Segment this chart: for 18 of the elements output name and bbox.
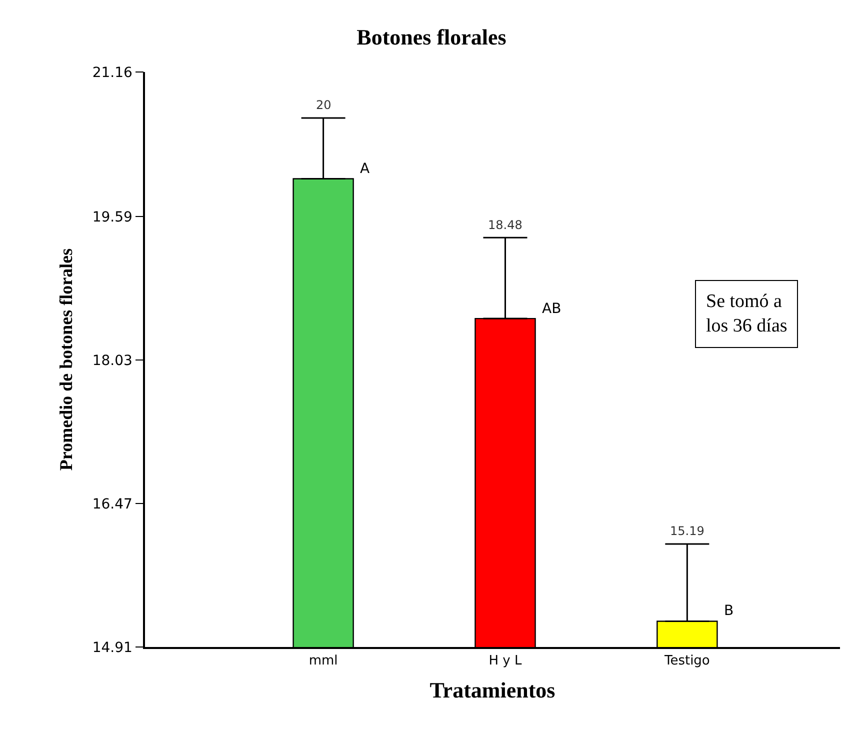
y-axis-title: Promedio de botones florales [56,248,76,471]
annotation: AB [542,301,562,317]
annotation: Se tomó a los 36 días [706,291,788,337]
x-tick-label: Testigo [663,653,710,668]
y-tick-label: 14.91 [92,640,132,656]
x-tick-label: H y L [488,653,522,668]
chart-title: Botones florales [356,24,507,50]
y-tick-label: 16.47 [92,496,132,512]
annotation: 20 [316,98,332,112]
annotation: 15.19 [670,524,704,538]
y-tick-label: 19.59 [92,209,132,226]
x-axis-title: Tratamientos [430,678,556,703]
annotation: A [360,161,370,177]
x-tick-label: mml [308,653,338,668]
annotation: B [724,603,734,619]
y-tick-label: 21.16 [92,64,133,81]
annotation: 18.48 [488,218,522,232]
y-tick-label: 18.03 [92,352,132,369]
